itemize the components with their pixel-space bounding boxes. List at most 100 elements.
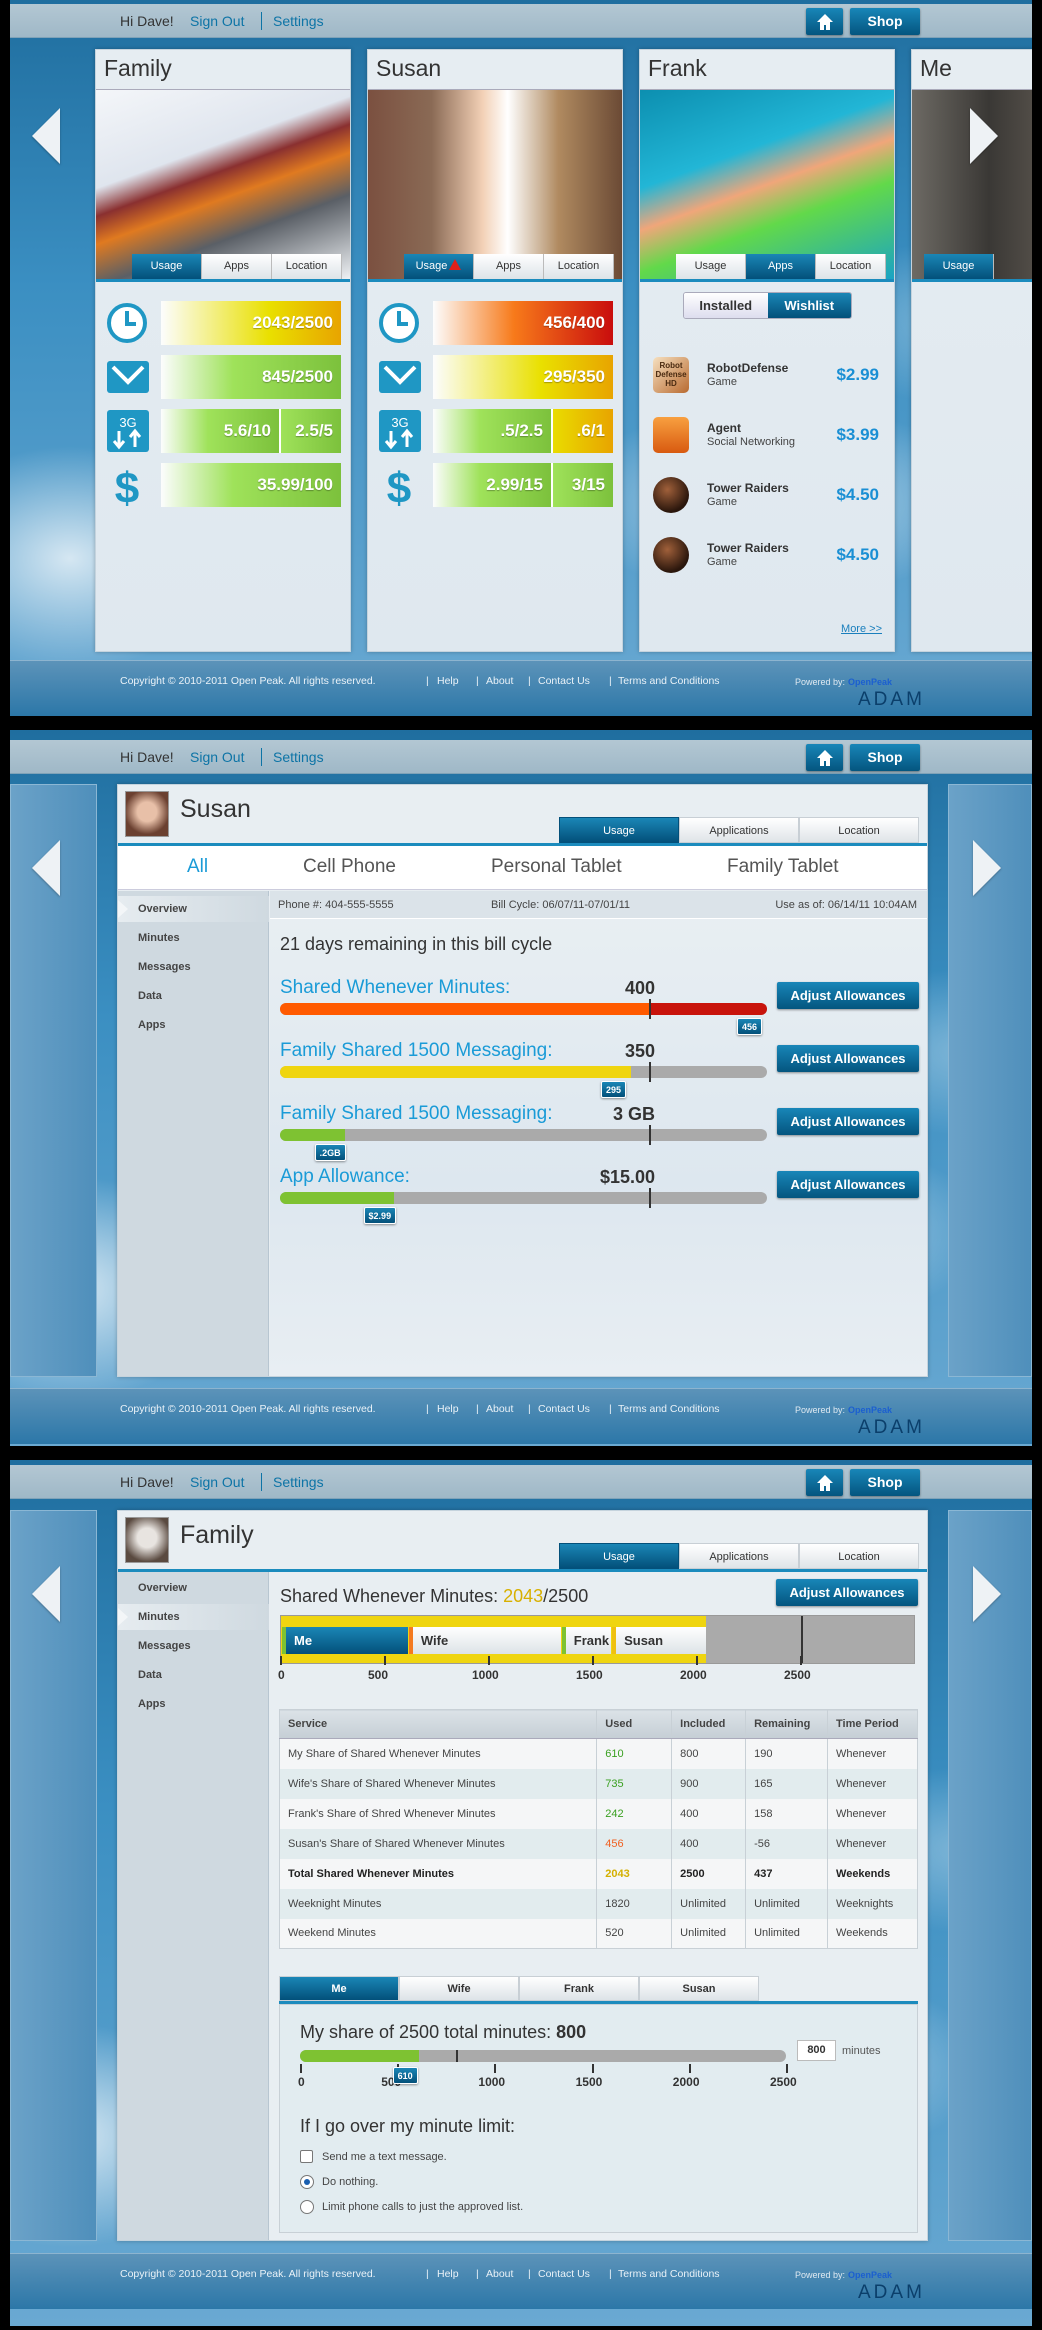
tab-apps[interactable]: Apps	[474, 254, 544, 279]
settings-link[interactable]: Settings	[273, 749, 324, 765]
nav-item-apps[interactable]: Apps	[138, 1019, 166, 1031]
text-message-checkbox[interactable]	[300, 2150, 313, 2163]
nav-item-messages[interactable]: Messages	[138, 1640, 191, 1652]
home-button[interactable]	[806, 744, 843, 771]
stack-segment-wife[interactable]: Wife	[408, 1627, 561, 1654]
tab-location[interactable]: Location	[816, 254, 886, 279]
tab-location[interactable]: Location	[544, 254, 614, 279]
footer-link-terms-and-conditions[interactable]: Terms and Conditions	[618, 2268, 720, 2280]
next-arrow[interactable]	[973, 1566, 1001, 1622]
tab-usage[interactable]: Usage	[559, 1543, 679, 1569]
member-tab-frank[interactable]: Frank	[519, 1976, 639, 2001]
usage-bar[interactable]: 2043/2500	[161, 301, 341, 345]
nav-item-apps[interactable]: Apps	[138, 1698, 166, 1710]
member-tab-me[interactable]: Me	[279, 1976, 399, 2001]
minutes-input[interactable]: 800	[797, 2040, 836, 2061]
footer-link-terms-and-conditions[interactable]: Terms and Conditions	[618, 675, 720, 687]
footer-link-contact-us[interactable]: Contact Us	[538, 1403, 590, 1415]
wishlist-app-item[interactable]: Robot Defense HD RobotDefense Game $2.99	[640, 355, 894, 395]
footer-link-contact-us[interactable]: Contact Us	[538, 2268, 590, 2280]
shop-button[interactable]: Shop	[850, 8, 920, 35]
adjust-allowances-button[interactable]: Adjust Allowances	[777, 982, 919, 1009]
profile-card-frank[interactable]: Frank Usage Apps Location Installed Wishlist R…	[639, 49, 895, 652]
usage-bar[interactable]: 845/2500	[161, 355, 341, 399]
tab-usage[interactable]: Usage	[132, 254, 202, 279]
app-price[interactable]: $2.99	[836, 365, 879, 384]
shop-button[interactable]: Shop	[850, 1469, 920, 1496]
tab-location[interactable]: Location	[272, 254, 342, 279]
next-arrow[interactable]	[973, 840, 1001, 896]
sign-out-link[interactable]: Sign Out	[190, 1474, 245, 1490]
adjust-allowances-button[interactable]: Adjust Allowances	[777, 1045, 919, 1072]
previous-arrow[interactable]	[32, 840, 60, 896]
tab-usage[interactable]: Usage	[559, 817, 679, 843]
option-radio[interactable]	[300, 2175, 314, 2189]
usage-bar[interactable]: 2.99/15 3/15	[433, 463, 613, 507]
previous-arrow[interactable]	[32, 1566, 60, 1622]
next-arrow[interactable]	[970, 108, 998, 164]
tab-location[interactable]: Location	[799, 817, 919, 843]
wishlist-app-item[interactable]: Tower Raiders Game $4.50	[640, 475, 894, 515]
nav-item-overview[interactable]: Overview	[138, 1582, 187, 1594]
usage-bar[interactable]: 5.6/10 2.5/5	[161, 409, 341, 453]
footer-link-terms-and-conditions[interactable]: Terms and Conditions	[618, 1403, 720, 1415]
settings-link[interactable]: Settings	[273, 13, 324, 29]
nav-item-minutes[interactable]: Minutes	[138, 932, 180, 944]
tab-usage[interactable]: Usage	[404, 254, 474, 279]
home-button[interactable]	[806, 1469, 843, 1496]
adjust-allowances-button[interactable]: Adjust Allowances	[777, 1171, 919, 1198]
share-slider[interactable]	[300, 2050, 786, 2062]
device-tab-family-tablet[interactable]: Family Tablet	[727, 856, 839, 877]
tab-applications[interactable]: Applications	[679, 1543, 799, 1569]
app-price[interactable]: $4.50	[836, 485, 879, 504]
member-tab-wife[interactable]: Wife	[399, 1976, 519, 2001]
home-button[interactable]	[806, 8, 843, 35]
nav-item-data[interactable]: Data	[138, 990, 162, 1002]
option-radio[interactable]	[300, 2200, 314, 2214]
toggle-installed[interactable]: Installed	[684, 293, 768, 318]
footer-link-contact-us[interactable]: Contact Us	[538, 675, 590, 687]
next-profile-panel[interactable]	[948, 1510, 1032, 2241]
device-tab-all[interactable]: All	[187, 856, 209, 877]
usage-bar[interactable]: .5/2.5.6/1	[433, 409, 613, 453]
tab-location[interactable]: Location	[799, 1543, 919, 1569]
tab-usage[interactable]: Usage	[676, 254, 746, 279]
share-used-badge[interactable]: 610	[392, 2067, 418, 2084]
member-tab-susan[interactable]: Susan	[639, 1976, 759, 2001]
adjust-allowances-button[interactable]: Adjust Allowances	[777, 1108, 919, 1135]
settings-link[interactable]: Settings	[273, 1474, 324, 1490]
nav-item-data[interactable]: Data	[138, 1669, 162, 1681]
nav-item-messages[interactable]: Messages	[138, 961, 191, 973]
device-tab-cell-phone[interactable]: Cell Phone	[303, 856, 396, 877]
sign-out-link[interactable]: Sign Out	[190, 749, 245, 765]
tab-apps[interactable]: Apps	[202, 254, 272, 279]
previous-profile-panel[interactable]	[10, 1510, 97, 2241]
footer-link-about[interactable]: About	[486, 1403, 514, 1415]
stack-segment-susan[interactable]: Susan	[612, 1627, 706, 1654]
tab-applications[interactable]: Applications	[679, 817, 799, 843]
wishlist-app-item[interactable]: Agent Social Networking $3.99	[640, 415, 894, 455]
more-link[interactable]: More >>	[841, 623, 882, 635]
toggle-wishlist[interactable]: Wishlist	[767, 293, 851, 318]
app-price[interactable]: $3.99	[836, 425, 879, 444]
nav-item-minutes[interactable]: Minutes	[118, 1604, 269, 1630]
footer-link-about[interactable]: About	[486, 2268, 514, 2280]
stack-segment-frank[interactable]: Frank	[561, 1627, 612, 1654]
nav-item-overview[interactable]: Overview	[118, 896, 269, 922]
app-price[interactable]: $4.50	[836, 545, 879, 564]
profile-card-susan[interactable]: Susan Usage Apps Location 456/400 295/350 3G .5…	[367, 49, 623, 652]
adjust-allowances-button[interactable]: Adjust Allowances	[776, 1579, 918, 1606]
sign-out-link[interactable]: Sign Out	[190, 13, 245, 29]
stack-segment-me[interactable]: Me	[282, 1627, 408, 1654]
previous-arrow[interactable]	[32, 108, 60, 164]
footer-link-help[interactable]: Help	[437, 675, 459, 687]
device-tab-personal-tablet[interactable]: Personal Tablet	[491, 856, 622, 877]
footer-link-help[interactable]: Help	[437, 2268, 459, 2280]
footer-link-help[interactable]: Help	[437, 1403, 459, 1415]
usage-bar[interactable]: 35.99/100	[161, 463, 341, 507]
wishlist-app-item[interactable]: Tower Raiders Game $4.50	[640, 535, 894, 575]
usage-bar[interactable]: 456/400	[433, 301, 613, 345]
tab-usage[interactable]: Usage	[924, 254, 994, 279]
profile-card-family[interactable]: Family Usage Apps Location 2043/2500 845/2500…	[95, 49, 351, 652]
footer-link-about[interactable]: About	[486, 675, 514, 687]
